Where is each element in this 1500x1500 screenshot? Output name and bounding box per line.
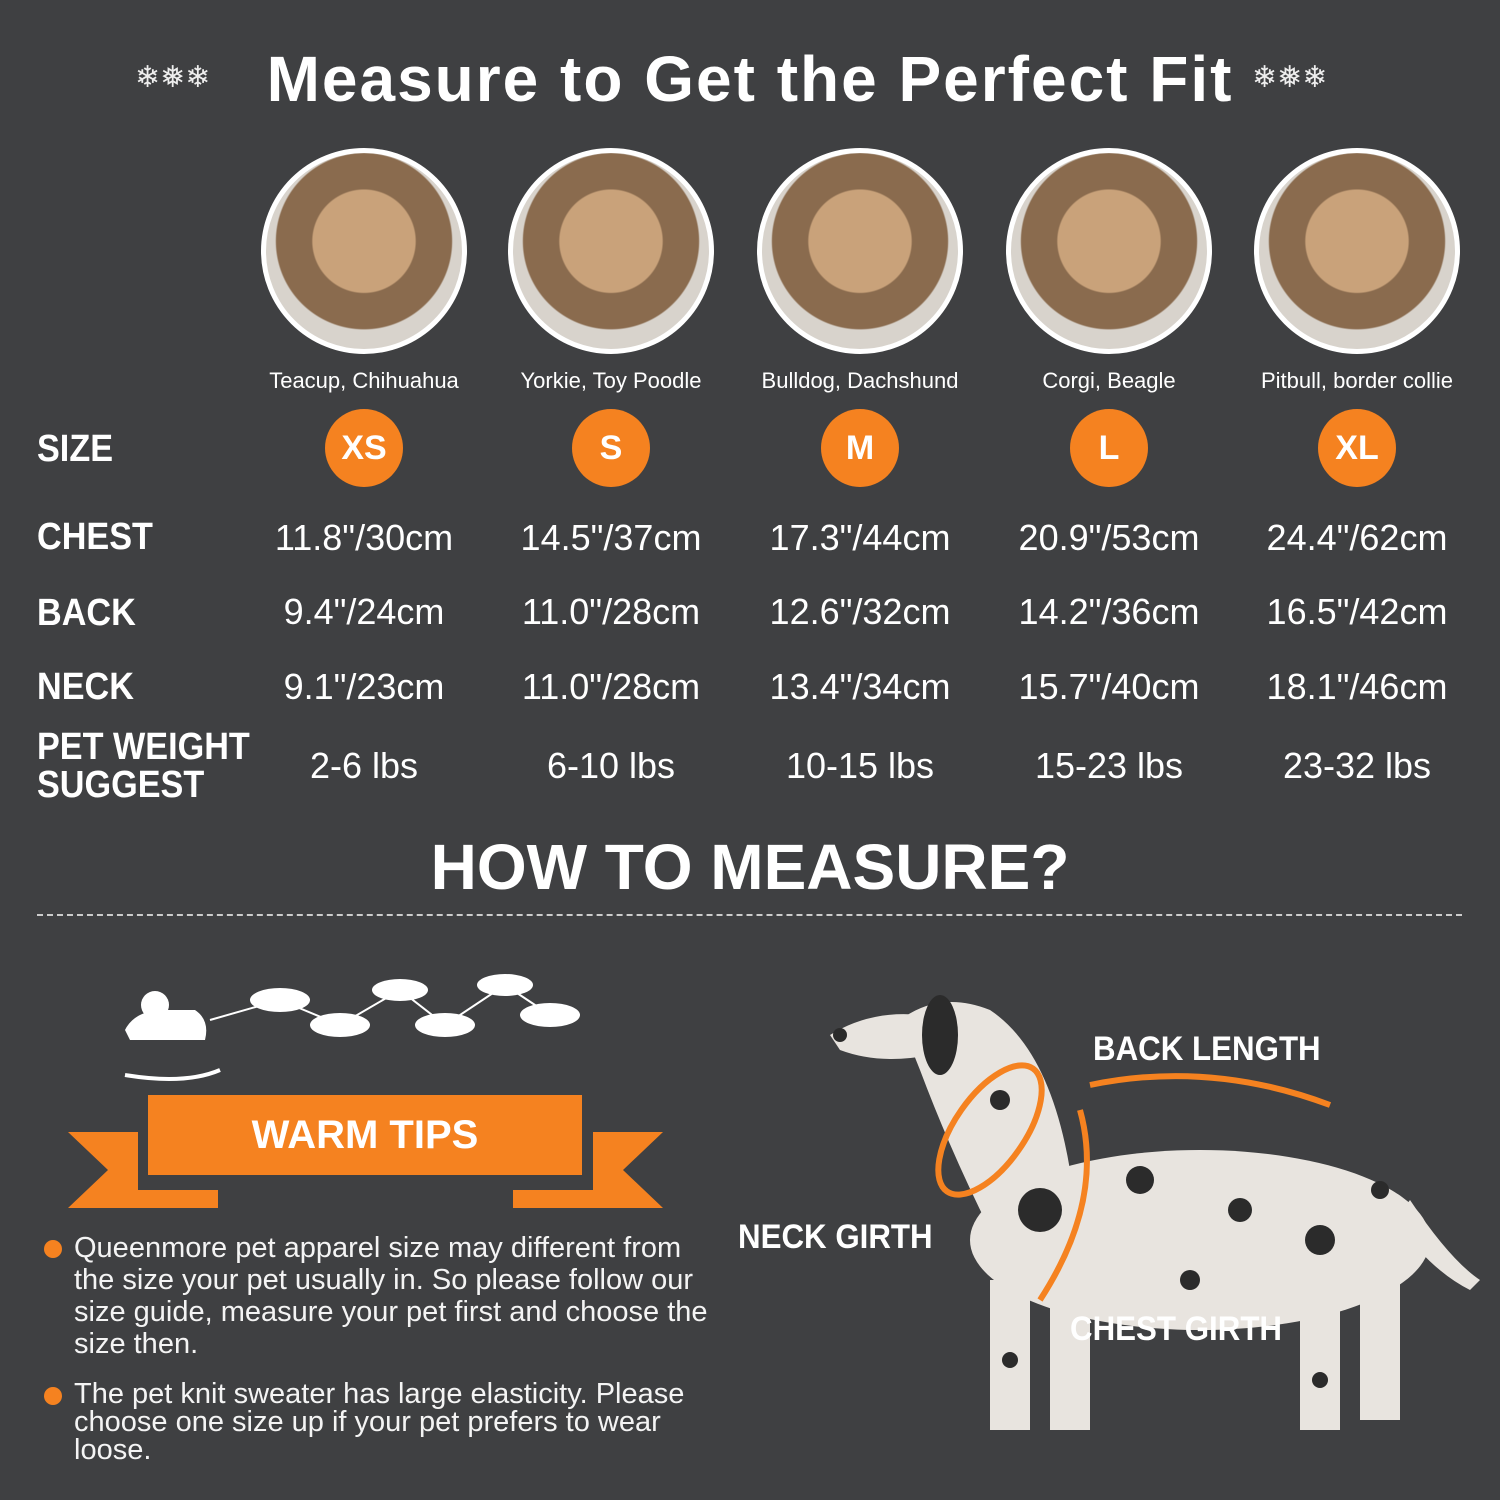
chest-value: 14.5"/37cm [520,517,702,558]
back-label: BACK [37,592,136,634]
back-value: 16.5"/42cm [1266,591,1448,632]
banner-ribbon [68,1132,663,1208]
dog-photo [1254,148,1460,354]
bullet-icon [44,1387,62,1405]
size-badge: XS [325,409,403,487]
neck-value: 13.4"/34cm [769,666,951,707]
size-badge: L [1070,409,1148,487]
dog-photo [508,148,714,354]
breed-label: Bulldog, Dachshund [761,368,959,393]
back-value: 14.2"/36cm [1018,591,1200,632]
dog-photo [261,148,467,354]
chest-value: 11.8"/30cm [274,517,454,558]
back-value: 9.4"/24cm [283,591,445,632]
chest-label: CHEST [37,516,153,558]
snowflake-icon: ❄❅❄ [1252,61,1328,94]
size-badge: S [572,409,650,487]
weight-value: 6-10 lbs [546,745,676,786]
chest-value: 20.9"/53cm [1018,517,1200,558]
page-title: Measure to Get the Perfect Fit [266,43,1234,115]
divider [37,914,1462,916]
weight-label: PET WEIGHT [37,726,250,768]
chest-value: 24.4"/62cm [1266,517,1448,558]
dog-photo [757,148,963,354]
size-badge: M [821,409,899,487]
chest-value: 17.3"/44cm [769,517,951,558]
breed-label: Corgi, Beagle [1042,368,1176,393]
neck-value: 11.0"/28cm [521,666,701,707]
tip-1: Queenmore pet apparel size may different… [74,1232,708,1360]
weight-label-2: SUGGEST [37,764,205,806]
back-value: 12.6"/32cm [769,591,951,632]
bullet-icon [44,1240,62,1258]
breed-label: Pitbull, border collie [1261,368,1453,393]
dog-photo [1006,148,1212,354]
back-value: 11.0"/28cm [521,591,701,632]
snowflake-icon: ❄❅❄ [135,61,211,94]
tip-2: The pet knit sweater has large elasticit… [74,1378,685,1466]
back-length-label: BACK LENGTH [1093,1030,1321,1068]
weight-value: 23-32 lbs [1282,745,1432,786]
neck-girth-label: NECK GIRTH [738,1218,933,1256]
size-label: SIZE [37,428,114,470]
warm-tips-banner: WARM TIPS [148,1095,582,1175]
neck-value: 18.1"/46cm [1266,666,1448,707]
weight-value: 2-6 lbs [309,745,419,786]
neck-value: 15.7"/40cm [1018,666,1200,707]
weight-value: 15-23 lbs [1034,745,1184,786]
breed-label: Teacup, Chihuahua [269,368,459,393]
breed-label: Yorkie, Toy Poodle [520,368,702,393]
neck-label: NECK [37,666,134,708]
chest-girth-label: CHEST GIRTH [1070,1310,1283,1348]
size-badge: XL [1318,409,1396,487]
reindeer-sleigh-icon [124,974,580,1081]
weight-value: 10-15 lbs [785,745,935,786]
neck-value: 9.1"/23cm [283,666,445,707]
dalmatian-illustration [830,995,1480,1430]
how-to-measure-heading: HOW TO MEASURE? [430,831,1070,903]
